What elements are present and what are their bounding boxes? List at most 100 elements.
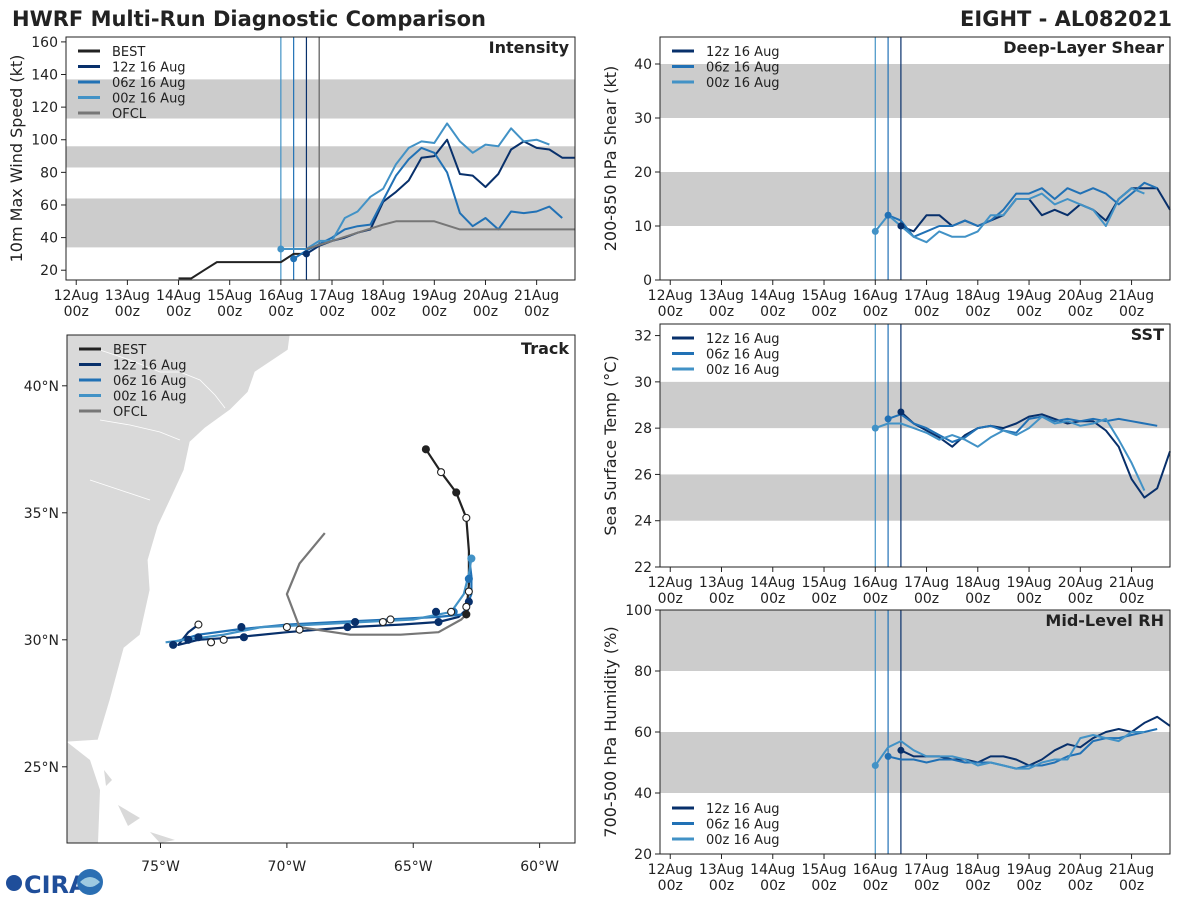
rh-series-06z-16-aug [887,728,1158,770]
track-panel: 75°W 70°W 65°W 60°W 25°N 30°N 35°N 40°N Track BES… [24,334,576,875]
track-xtick-label: 60°W [520,859,559,875]
sst-xtick-label: 15Aug 00z [801,575,846,607]
intensity-xtick-label: 21Aug 00z [514,288,559,320]
shear-marker-00z-16-aug [871,227,879,235]
bahamas-island [150,832,175,843]
intensity-xtick-label: 15Aug 00z [207,288,252,320]
track-point-12z-16-aug [434,617,443,627]
sst-xtick-label: 19Aug 00z [1006,575,1051,607]
track-ytick-label: 30°N [24,633,59,649]
intensity-xtick-label: 13Aug 00z [105,288,150,320]
intensity-ytick-label: 140 [31,68,58,84]
track-ytick-label: 35°N [24,506,59,522]
sst-marker-12z-16-aug [897,408,905,416]
track-point-12z-16-aug [237,623,246,632]
rh-ytick-label: 100 [625,603,652,619]
shear-xtick-label: 15Aug 00z [801,288,846,320]
track-title: Track [521,339,569,358]
sst-xtick-label: 17Aug 00z [904,575,949,607]
sst-series-06z-16-aug [887,413,1158,443]
shear-legend-label-06z-16-aug: 06z 16 Aug [706,61,780,76]
sst-legend-label-12z-16-aug: 12z 16 Aug [706,332,780,347]
intensity-ytick-label: 20 [40,263,58,279]
rh-marker-12z-16-aug [897,746,905,754]
track-point-12z-16-aug [431,607,441,616]
track-point-12z-16-aug [184,635,193,644]
rh-xtick-label: 19Aug 00z [1006,862,1051,894]
globe-icon [6,875,22,891]
track-point-12z-16-aug [351,617,360,627]
intensity-ytick-label: 160 [31,35,58,51]
track-series-ofcl [285,532,468,636]
state-border [89,479,151,501]
shear-legend-label-12z-16-aug: 12z 16 Aug [706,45,780,60]
track-point-00z-16-aug [464,587,473,596]
shear-xtick-label: 13Aug 00z [699,288,744,320]
rh-xtick-label: 18Aug 00z [955,862,1000,894]
shear-ytick-label: 0 [643,273,652,289]
track-point-12z-16-aug [386,615,395,624]
track-legend-label-12z-16-aug: 12z 16 Aug [113,359,187,374]
intensity-marker-06z-16-aug [290,255,298,263]
rh-ytick-label: 40 [634,786,652,802]
track-point-06z-16-aug [219,635,228,644]
sst-title: SST [1131,325,1164,344]
rh-series-12z-16-aug [900,715,1171,767]
intensity-legend-label-00z-16-aug: 00z 16 Aug [112,92,186,107]
intensity-xtick-label: 17Aug 00z [309,288,354,320]
sst-ytick-label: 30 [634,375,652,391]
intensity-series-00z-16-aug [280,122,550,250]
intensity-legend-label-ofcl: OFCL [112,107,147,122]
intensity-band [66,146,575,168]
track-legend-label-00z-16-aug: 00z 16 Aug [113,390,187,405]
sst-xtick-label: 20Aug 00z [1058,575,1103,607]
sst-axes-frame [659,323,1171,568]
intensity-xtick-label: 19Aug 00z [412,288,457,320]
track-point-12z-16-aug [194,633,203,642]
sst-band [660,474,1170,521]
intensity-xtick-label: 16Aug 00z [258,288,303,320]
rh-xtick-label: 14Aug 00z [750,862,795,894]
intensity-legend-label-06z-16-aug: 06z 16 Aug [112,76,186,91]
intensity-marker-00z-16-aug [277,245,285,253]
north-america-coast [67,335,291,743]
track-series-best [424,448,470,615]
land-layer [67,335,291,843]
track-xtick-label: 65°W [394,859,433,875]
shear-band [660,64,1170,118]
track-point-best [462,513,471,522]
shear-ytick-label: 30 [634,111,652,127]
track-point-12z-16-aug [282,623,291,632]
shear-xtick-label: 12Aug 00z [648,288,693,320]
track-point-06z-16-aug [462,602,471,611]
shear-series-06z-16-aug [887,181,1158,238]
rh-xtick-label: 13Aug 00z [699,862,744,894]
rh-xtick-label: 12Aug 00z [648,862,693,894]
rh-xtick-label: 15Aug 00z [801,862,846,894]
shear-title: Deep-Layer Shear [1003,38,1164,57]
track-point-00z-16-aug [467,554,476,563]
track-point-12z-16-aug [194,620,203,629]
sst-xtick-label: 12Aug 00z [648,575,693,607]
rh-xtick-label: 16Aug 00z [853,862,898,894]
sst-legend-label-06z-16-aug: 06z 16 Aug [706,348,780,363]
rh-ytick-label: 20 [634,847,652,863]
track-point-00z-16-aug [378,617,387,627]
track-xtick-label: 70°W [268,859,307,875]
sst-ytick-label: 28 [634,421,652,437]
shear-xtick-label: 20Aug 00z [1058,288,1103,320]
sst-xtick-label: 13Aug 00z [699,575,744,607]
bahamas-island [104,770,112,786]
intensity-xtick-label: 12Aug 00z [54,288,99,320]
sst-legend-label-00z-16-aug: 00z 16 Aug [706,363,780,378]
shear-ytick-label: 10 [634,219,652,235]
shear-legend-label-00z-16-aug: 00z 16 Aug [706,76,780,91]
rh-band [660,732,1170,793]
sst-xtick-label: 16Aug 00z [853,575,898,607]
sst-ytick-label: 24 [634,514,652,530]
track-series-00z-16-aug [165,558,473,644]
shear-ytick-label: 20 [634,165,652,181]
